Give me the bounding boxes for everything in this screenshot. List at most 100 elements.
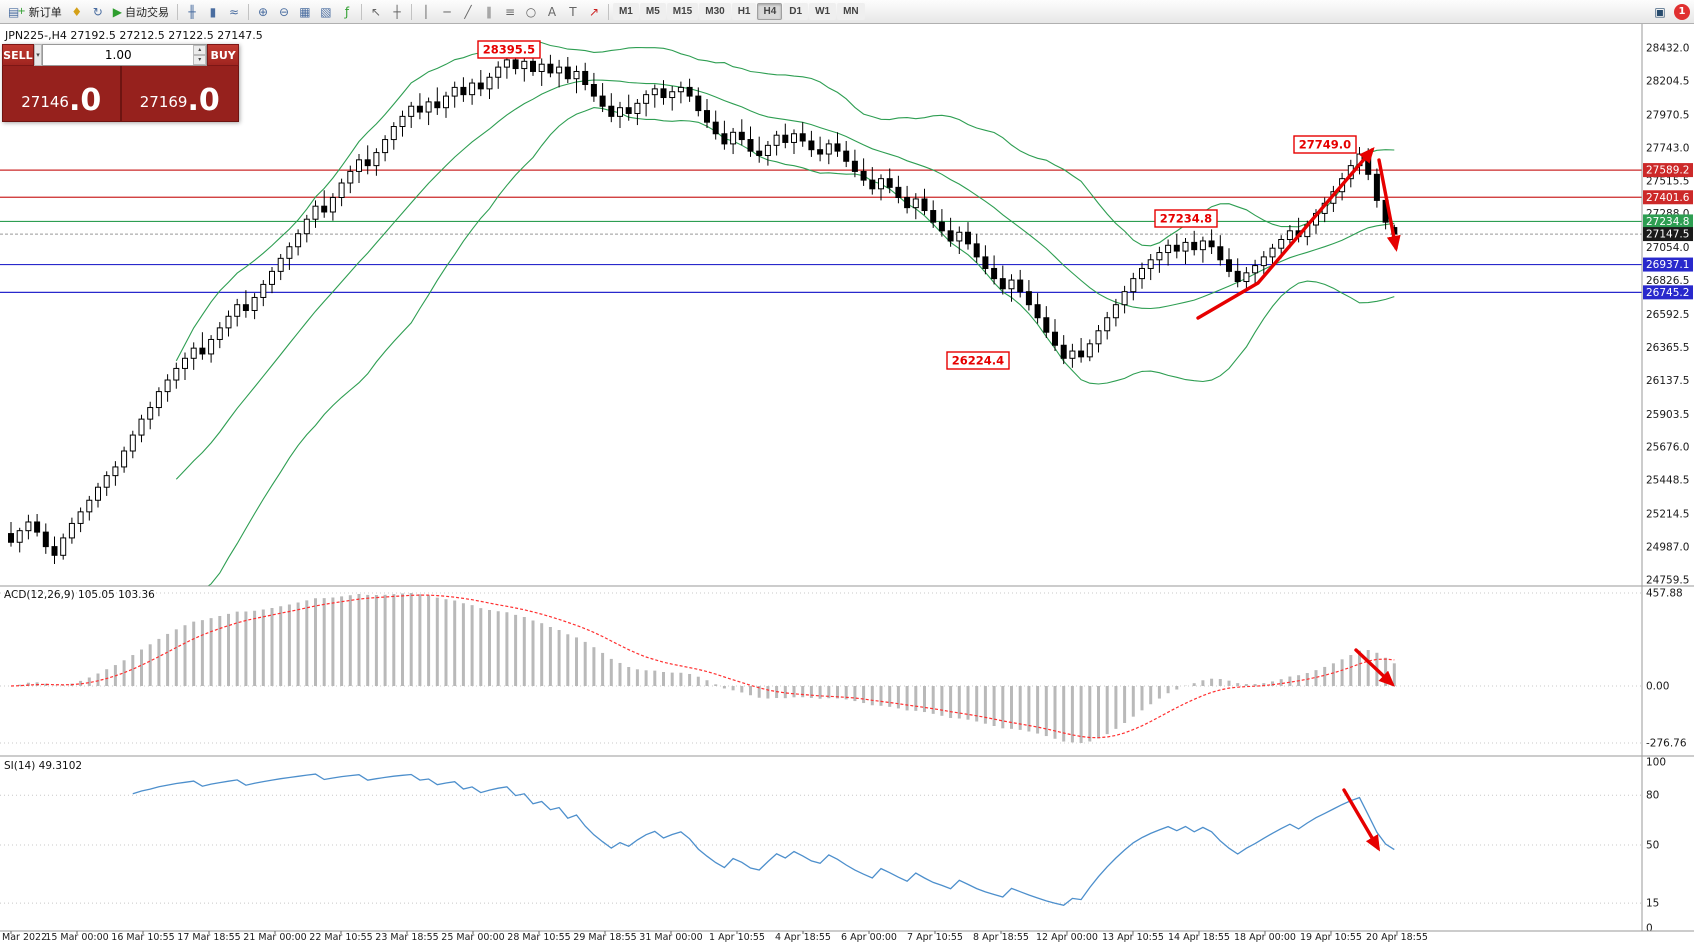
svg-text:22 Mar 10:55: 22 Mar 10:55	[309, 932, 372, 942]
buy-price-big: .0	[187, 82, 220, 118]
trade-panel-prices: 27146.0 27169.0	[2, 66, 239, 122]
svg-text:23 Mar 18:55: 23 Mar 18:55	[375, 932, 438, 942]
svg-text:27515.5: 27515.5	[1646, 175, 1689, 187]
one-click-trading-panel: SELL ▾ ▴ ▾ BUY 27146.0 27169.0	[2, 44, 239, 122]
timeframe-m30-button[interactable]: M30	[699, 3, 731, 20]
toolbar-separator	[360, 3, 362, 20]
indicators-icon: ƒ	[344, 4, 350, 19]
volume-dropdown-button[interactable]: ▾	[33, 44, 43, 66]
sell-button[interactable]: SELL	[2, 44, 34, 66]
timeframe-w1-button[interactable]: W1	[809, 3, 837, 20]
macd-indicator-label: ACD(12,26,9) 105.05 103.36	[4, 589, 155, 601]
price-annotation-label[interactable]: 27234.8	[1154, 209, 1218, 228]
timeframe-m15-button[interactable]: M15	[666, 3, 699, 20]
horizontal-line-button[interactable]: ─	[437, 2, 457, 22]
crosshair-button[interactable]: ┼	[387, 2, 407, 22]
timeframe-h1-button[interactable]: H1	[731, 3, 757, 20]
line-chart-button[interactable]: ≈	[224, 2, 244, 22]
rsi-line	[132, 773, 1395, 907]
tile-windows-button[interactable]: ▦	[295, 2, 315, 22]
trade-panel-controls: SELL ▾ ▴ ▾ BUY	[2, 44, 239, 66]
indicators-button[interactable]: ƒ	[337, 2, 357, 22]
metaeditor-button[interactable]: ♦	[67, 2, 87, 22]
volume-field: ▴ ▾	[42, 44, 208, 66]
notifications-badge[interactable]: 1	[1674, 3, 1690, 20]
svg-text:8 Apr 18:55: 8 Apr 18:55	[973, 932, 1029, 942]
svg-text:18 Apr 00:00: 18 Apr 00:00	[1234, 932, 1296, 942]
svg-text:27589.2: 27589.2	[1646, 165, 1689, 177]
rsi-down-arrow[interactable]	[1342, 788, 1381, 852]
svg-text:0: 0	[1646, 923, 1653, 935]
channel-button[interactable]: ∥	[479, 2, 499, 22]
autotrade-label: 自动交易	[124, 5, 169, 19]
svg-text:27970.5: 27970.5	[1646, 109, 1689, 121]
zoom-out-button[interactable]: ⊖	[274, 2, 294, 22]
svg-text:0.00: 0.00	[1646, 681, 1669, 693]
svg-text:6 Apr 00:00: 6 Apr 00:00	[841, 932, 897, 942]
macd-histogram	[18, 593, 1396, 743]
trade-panel-divider	[119, 66, 122, 121]
svg-text:25 Mar 00:00: 25 Mar 00:00	[441, 932, 504, 942]
timeframe-h4-button[interactable]: H4	[757, 3, 783, 20]
axis-price-label: 27147.5	[1643, 227, 1693, 242]
drop-arrow[interactable]	[1377, 158, 1401, 252]
candles-chart-button[interactable]: ▮	[203, 2, 223, 22]
price-annotation-label[interactable]: 26224.4	[946, 351, 1010, 370]
autotrade-icon: ▶	[112, 4, 122, 19]
axis-price-label: 26745.2	[1643, 285, 1693, 300]
timeframe-mn-button[interactable]: MN	[837, 3, 865, 20]
buy-price[interactable]: 27169.0	[122, 66, 239, 121]
trendline-button[interactable]: ╱	[458, 2, 478, 22]
macd-down-arrow[interactable]	[1354, 648, 1395, 687]
refresh-button[interactable]: ↻	[88, 2, 108, 22]
svg-text:100: 100	[1646, 757, 1666, 769]
svg-text:25448.5: 25448.5	[1646, 475, 1689, 487]
new-chart-button[interactable]: ▧	[316, 2, 336, 22]
price-annotation-label[interactable]: 27749.0	[1293, 135, 1357, 154]
axis-price-label: 27589.2	[1643, 163, 1693, 178]
svg-text:25214.5: 25214.5	[1646, 509, 1689, 521]
community-button[interactable]: ▣	[1650, 2, 1670, 22]
buy-price-main: 27169	[139, 93, 188, 111]
svg-text:26826.5: 26826.5	[1646, 275, 1689, 287]
volume-decrease-button[interactable]: ▾	[193, 55, 207, 65]
buy-button[interactable]: BUY	[207, 44, 239, 66]
volume-input[interactable]	[43, 45, 194, 65]
svg-text:20 Apr 18:55: 20 Apr 18:55	[1366, 932, 1428, 942]
vertical-line-button[interactable]: │	[416, 2, 436, 22]
chart-background	[0, 24, 1694, 942]
arrows-tool-button[interactable]: ↗	[584, 2, 604, 22]
volume-stepper: ▴ ▾	[193, 45, 207, 65]
svg-text:24759.5: 24759.5	[1646, 575, 1689, 587]
new-order-button[interactable]: ▤ + 新订单	[4, 2, 66, 22]
timeframe-d1-button[interactable]: D1	[783, 3, 809, 20]
channel-icon: ∥	[485, 4, 492, 19]
zoom-in-button[interactable]: ⊕	[253, 2, 273, 22]
timeframe-m1-button[interactable]: M1	[612, 3, 639, 20]
timeframe-m5-button[interactable]: M5	[639, 3, 666, 20]
svg-text:28395.5: 28395.5	[483, 43, 535, 57]
trend-up-arrow[interactable]	[1196, 146, 1375, 320]
svg-text:27147.5: 27147.5	[1646, 229, 1689, 241]
shapes-button[interactable]: ○	[521, 2, 541, 22]
svg-text:27401.6: 27401.6	[1646, 192, 1690, 204]
fibonacci-button[interactable]: ≡	[500, 2, 520, 22]
svg-text:24987.0: 24987.0	[1646, 542, 1689, 554]
svg-text:4 Apr 18:55: 4 Apr 18:55	[775, 932, 831, 942]
volume-increase-button[interactable]: ▴	[193, 45, 207, 55]
new-order-label: 新订单	[28, 5, 62, 19]
svg-text:15 Mar 00:00: 15 Mar 00:00	[45, 932, 108, 942]
dropdown-icon: ▾	[36, 52, 40, 59]
bars-chart-button[interactable]: ╫	[182, 2, 202, 22]
tile-windows-icon: ▦	[299, 4, 311, 19]
svg-text:28 Mar 10:55: 28 Mar 10:55	[507, 932, 570, 942]
svg-text:7 Apr 10:55: 7 Apr 10:55	[907, 932, 963, 942]
sell-price[interactable]: 27146.0	[3, 66, 120, 121]
price-annotation-label[interactable]: 28395.5	[477, 40, 541, 59]
text-tool-button[interactable]: A	[542, 2, 562, 22]
svg-text:28204.5: 28204.5	[1646, 75, 1689, 87]
cursor-button[interactable]: ↖	[366, 2, 386, 22]
autotrade-button[interactable]: ▶ 自动交易	[109, 2, 173, 22]
text-label-button[interactable]: T	[563, 2, 583, 22]
